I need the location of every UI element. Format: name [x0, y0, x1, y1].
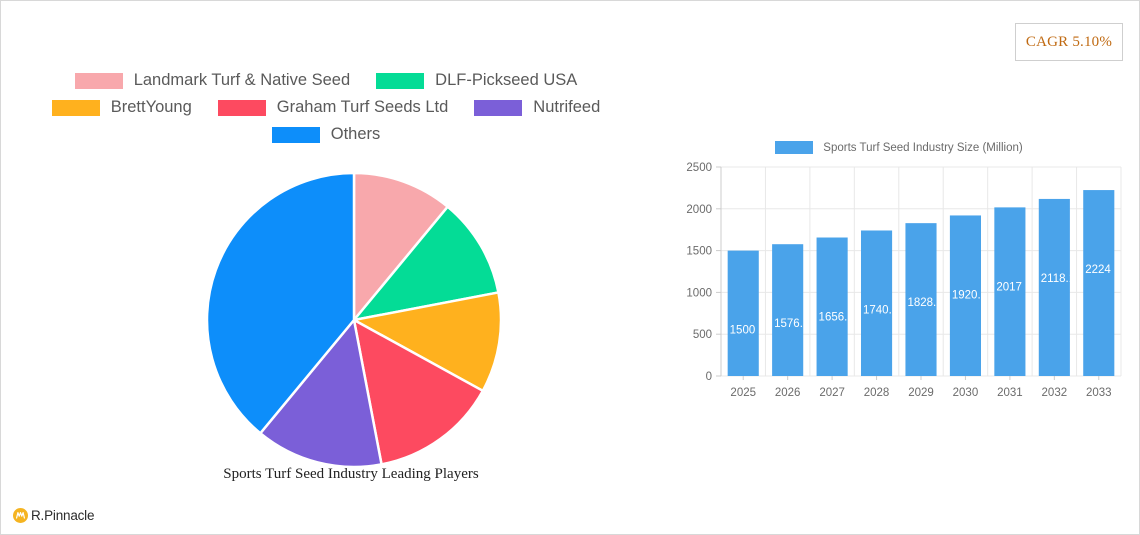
pie-legend-swatch — [271, 126, 320, 143]
bar-y-tick-label: 2000 — [686, 204, 712, 216]
bar-value-label: 1828.4 — [907, 297, 943, 309]
bar-rect[interactable] — [816, 237, 848, 376]
pie-slice[interactable] — [258, 317, 384, 469]
bar-value-label: 2118.1 — [1041, 273, 1075, 285]
bar-chart-panel: Sports Turf Seed Industry Size (Million)… — [669, 141, 1129, 411]
pie-chart — [204, 170, 504, 470]
bar-rect[interactable] — [727, 250, 759, 376]
pie-legend-swatch — [74, 72, 123, 89]
bar-value-label: 2017 — [996, 281, 1022, 293]
pinnacle-logo-icon — [13, 508, 28, 523]
pie-legend-item[interactable]: Nutrifeed — [474, 98, 600, 117]
bar-rect[interactable] — [861, 230, 893, 376]
bar-value-label: 1576.5 — [774, 318, 809, 330]
pie-legend-item[interactable]: BrettYoung — [51, 98, 192, 117]
pie-chart-panel: Landmark Turf & Native Seed DLF-Pickseed … — [1, 63, 651, 493]
bar-x-tick-label: 2026 — [775, 387, 801, 399]
pie-legend-item[interactable]: Others — [271, 125, 381, 144]
cagr-label: CAGR 5.10% — [1025, 33, 1113, 50]
bar-value-label: 1500 — [730, 325, 756, 337]
pie-legend-label: Landmark Turf & Native Seed — [133, 71, 351, 89]
footer-brand-label: R.Pinnacle — [31, 508, 95, 523]
pie-slice[interactable] — [350, 290, 503, 393]
bar-x-tick-label: 2031 — [997, 387, 1023, 399]
bar-value-label: 1656.6 — [819, 312, 854, 324]
bar-x-tick-label: 2032 — [1042, 387, 1068, 399]
pie-legend-item[interactable]: Landmark Turf & Native Seed — [74, 71, 351, 90]
bar-value-label: 1920.5 — [952, 289, 987, 301]
bar-rect[interactable] — [949, 215, 981, 376]
bar-legend-swatch — [775, 141, 814, 154]
pie-legend-swatch — [51, 99, 100, 116]
bar-legend-label: Sports Turf Seed Industry Size (Million) — [823, 141, 1023, 154]
bar-rect[interactable] — [1038, 198, 1070, 376]
bar-y-axis: 0 500 1000 1500 2000 2500 — [686, 162, 721, 383]
bar-y-tick-label: 0 — [706, 371, 712, 383]
bar-y-tick-label: 2500 — [686, 162, 712, 174]
pie-legend-label: Graham Turf Seeds Ltd — [276, 98, 449, 116]
bar-x-tick-label: 2028 — [864, 387, 890, 399]
pie-legend-swatch — [474, 99, 523, 116]
pie-legend-swatch — [217, 99, 266, 116]
footer-branding: R.Pinnacle — [13, 508, 94, 523]
pie-legend-swatch — [376, 72, 425, 89]
bar-y-tick-label: 1000 — [686, 287, 712, 299]
bar-rect[interactable] — [1083, 190, 1115, 376]
pie-slice[interactable] — [205, 171, 356, 436]
bar-series: 1500 1576.5 1656.6 1740.5 1828.4 1920.5 2017 21… — [727, 190, 1115, 376]
bar-y-tick-label: 500 — [693, 329, 712, 341]
bar-legend: Sports Turf Seed Industry Size (Million) — [669, 141, 1129, 154]
pie-slice[interactable] — [350, 204, 500, 322]
pie-legend-label: BrettYoung — [110, 98, 192, 116]
bar-x-tick-label: 2029 — [908, 387, 934, 399]
pie-legend-label: Nutrifeed — [533, 98, 601, 116]
bar-x-tick-label: 2025 — [730, 387, 756, 399]
cagr-badge: CAGR 5.10% — [1015, 23, 1123, 61]
bar-x-tick-label: 2027 — [819, 387, 845, 399]
bar-x-tick-label: 2033 — [1086, 387, 1112, 399]
pie-slice[interactable] — [352, 171, 450, 324]
pie-legend-item[interactable]: DLF-Pickseed USA — [376, 71, 577, 90]
bar-rect[interactable] — [994, 207, 1026, 376]
bar-x-tick-label: 2030 — [953, 387, 979, 399]
bar-svg: 0 500 1000 1500 2000 2500 1500 1576.5 1656.6 174… — [686, 162, 1122, 399]
pie-legend-label: DLF-Pickseed USA — [435, 71, 578, 89]
bar-x-axis: 2025 2026 2027 2028 2029 2030 2031 2032 2033 — [730, 376, 1112, 399]
bar-rect[interactable] — [905, 223, 937, 376]
pie-svg — [205, 171, 503, 469]
bar-y-tick-label: 1500 — [686, 246, 712, 258]
bar-value-label: 2224 — [1085, 264, 1111, 276]
bar-value-label: 1740.5 — [863, 304, 898, 316]
pie-legend-item[interactable]: Graham Turf Seeds Ltd — [217, 98, 449, 117]
pie-chart-title: Sports Turf Seed Industry Leading Player… — [223, 466, 479, 482]
pie-legend: Landmark Turf & Native Seed DLF-Pickseed … — [16, 63, 636, 144]
bar-rect[interactable] — [772, 244, 804, 376]
bar-chart: 0 500 1000 1500 2000 2500 1500 1576.5 1656.6 174… — [669, 159, 1129, 414]
pie-slice[interactable] — [352, 317, 485, 466]
pie-legend-label: Others — [330, 125, 381, 143]
